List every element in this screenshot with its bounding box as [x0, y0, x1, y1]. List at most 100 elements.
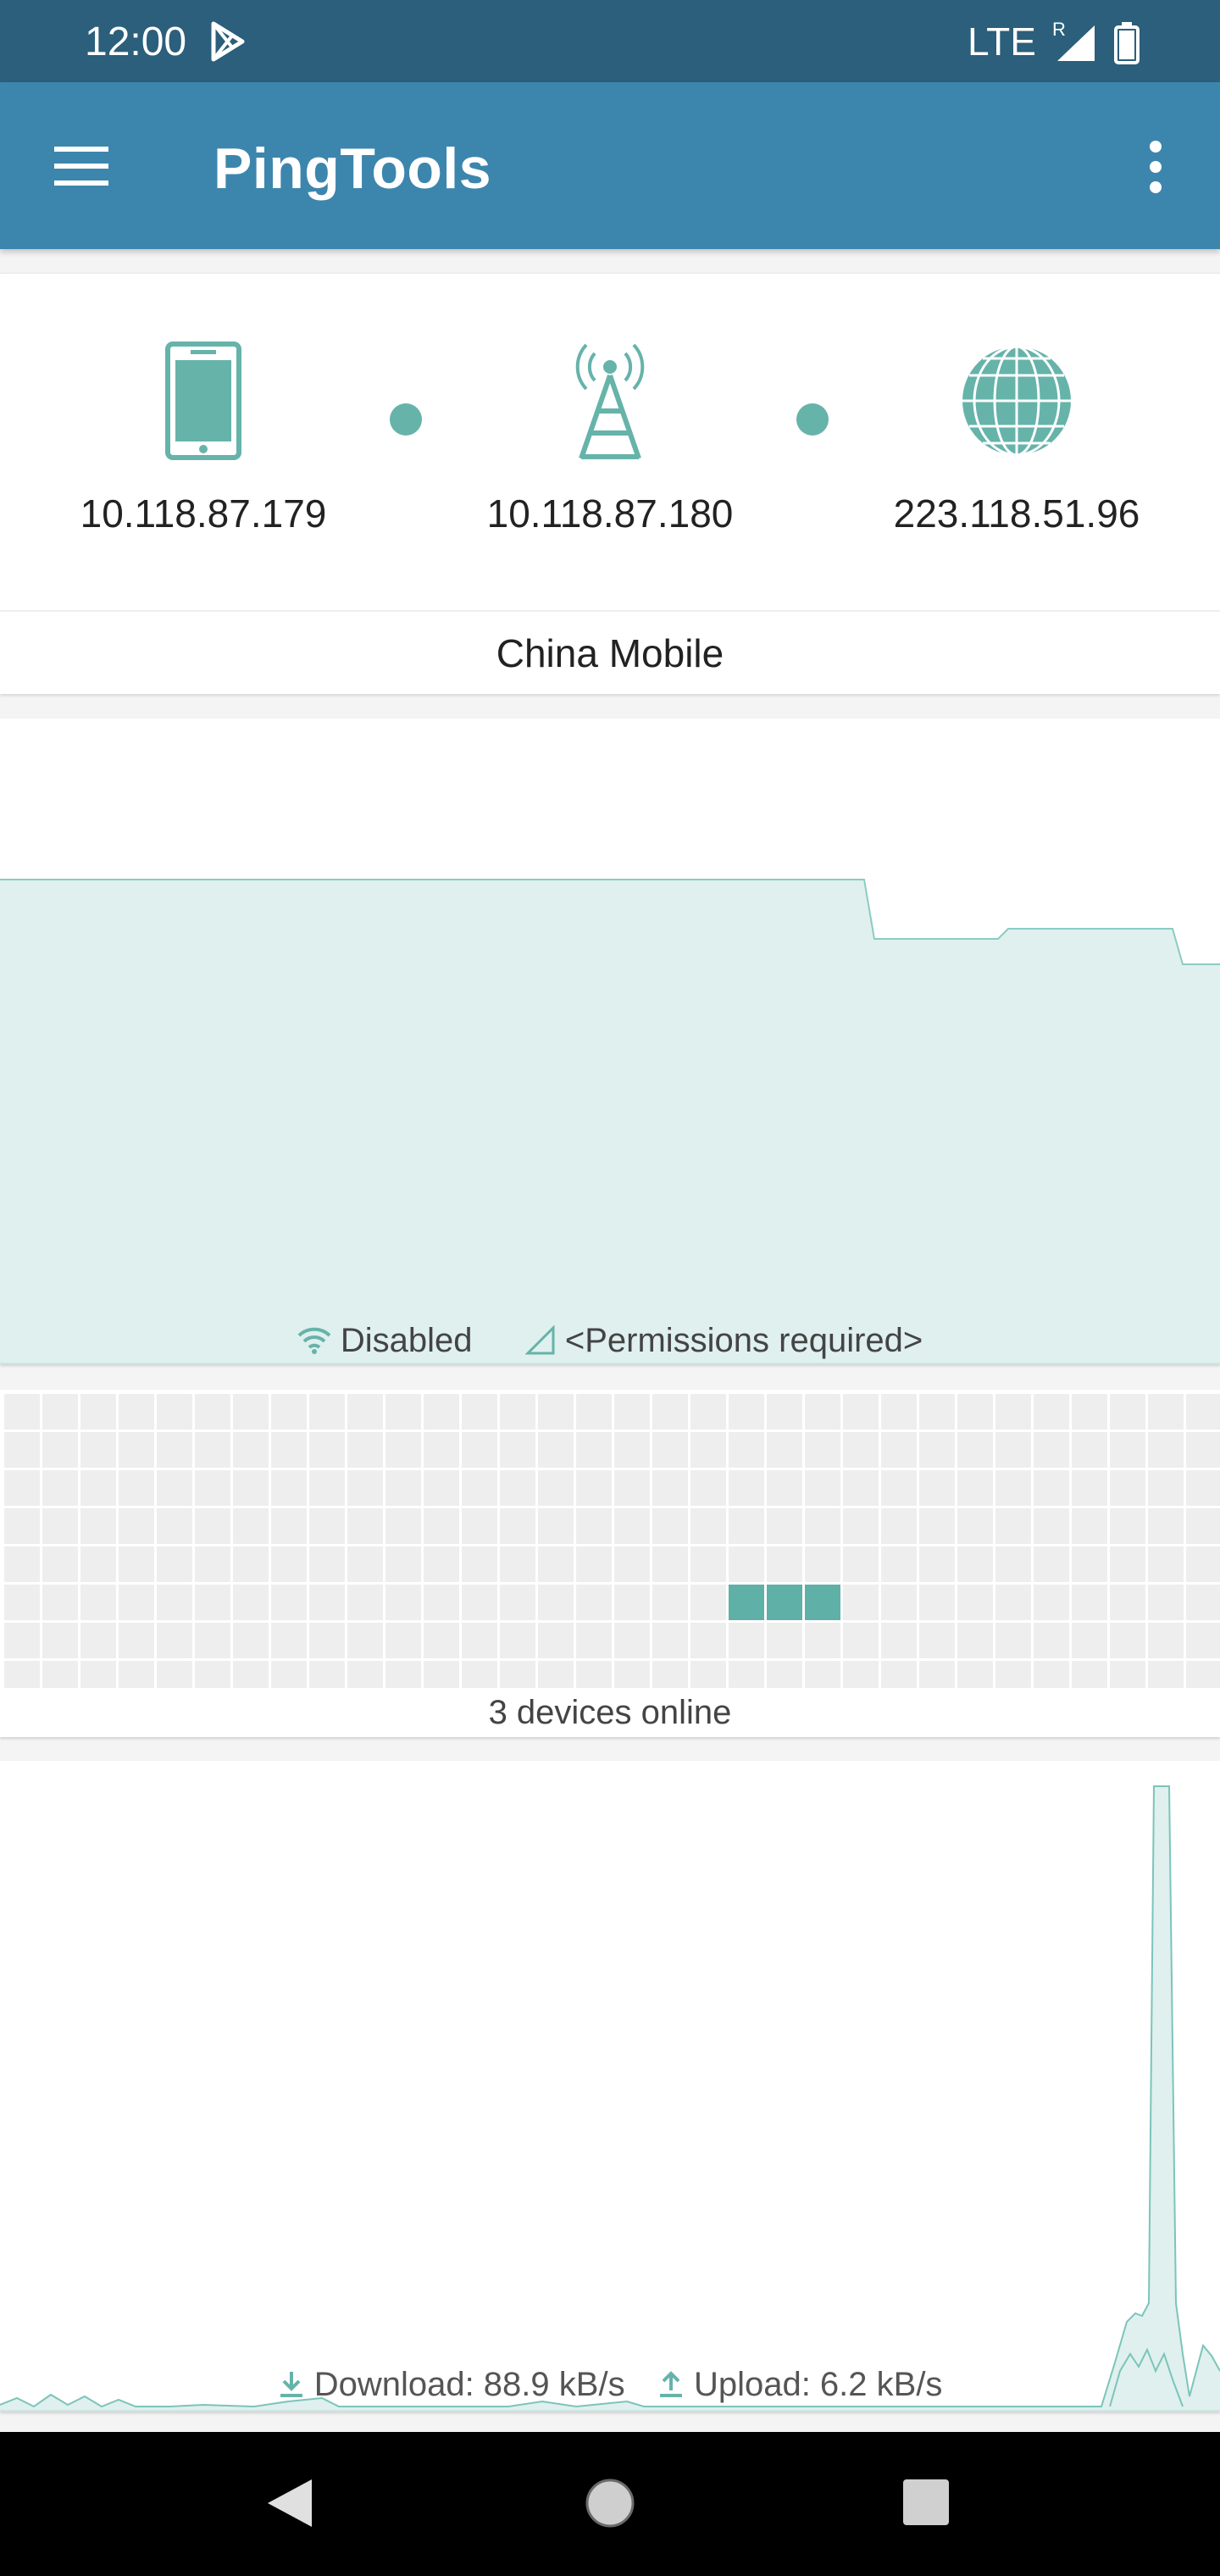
device-cell	[729, 1508, 764, 1544]
device-cell	[271, 1394, 307, 1430]
device-cell	[1034, 1508, 1069, 1544]
device-cell	[80, 1546, 116, 1582]
device-cell	[462, 1585, 497, 1620]
device-cell	[195, 1585, 230, 1620]
device-cell	[995, 1508, 1031, 1544]
device-cell	[347, 1661, 383, 1688]
device-cell	[347, 1508, 383, 1544]
gateway-ip: 10.118.87.180	[486, 491, 734, 536]
play-store-icon	[211, 21, 245, 62]
device-cell	[1034, 1470, 1069, 1506]
phone-icon	[165, 341, 241, 460]
device-cell	[157, 1508, 192, 1544]
device-cell	[462, 1546, 497, 1582]
device-cell	[462, 1508, 497, 1544]
device-cell	[42, 1432, 78, 1468]
device-cell	[805, 1394, 840, 1430]
device-cell	[195, 1623, 230, 1658]
device-cell	[576, 1394, 612, 1430]
device-cell	[42, 1508, 78, 1544]
device-cell	[538, 1585, 574, 1620]
device-cell	[500, 1470, 535, 1506]
device-cell	[1072, 1508, 1107, 1544]
device-cell	[385, 1661, 421, 1688]
device-cell	[805, 1470, 840, 1506]
device-cell	[80, 1661, 116, 1688]
device-cell	[119, 1394, 154, 1430]
traffic-status-row: Download: 88.9 kB/s Upload: 6.2 kB/s	[0, 2364, 1220, 2404]
device-cell	[1148, 1661, 1184, 1688]
device-cell	[42, 1394, 78, 1430]
device-cell	[690, 1585, 726, 1620]
device-cell	[690, 1661, 726, 1688]
link-dot	[390, 403, 422, 436]
device-cell	[233, 1585, 269, 1620]
device-cell	[385, 1585, 421, 1620]
device-cell	[233, 1394, 269, 1430]
device-cell	[957, 1546, 993, 1582]
device-cell	[1110, 1432, 1145, 1468]
device-cell	[157, 1585, 192, 1620]
network-card[interactable]: 10.118.87.179 10.118.87.180	[0, 273, 1220, 694]
device-cell	[767, 1394, 802, 1430]
signal-icon	[1057, 25, 1095, 61]
device-cell	[995, 1623, 1031, 1658]
traffic-chart-card[interactable]: Download: 88.9 kB/s Upload: 6.2 kB/s	[0, 1761, 1220, 2412]
devices-card[interactable]: 3 devices online	[0, 1390, 1220, 1737]
device-cell	[309, 1585, 345, 1620]
upload-rate: Upload: 6.2 kB/s	[693, 2365, 943, 2403]
wifi-status-text: Disabled	[340, 1321, 473, 1359]
device-cell	[843, 1585, 879, 1620]
navigation-bar	[0, 2432, 1220, 2576]
device-cell	[157, 1470, 192, 1506]
device-cell	[767, 1470, 802, 1506]
device-cell	[652, 1470, 688, 1506]
devices-online-label: 3 devices online	[488, 1694, 732, 1731]
signal-status-row: Disabled <Permissions required>	[0, 1320, 1220, 1360]
device-cell	[119, 1432, 154, 1468]
cell-status-text: <Permissions required>	[564, 1321, 923, 1359]
device-cell	[424, 1661, 459, 1688]
device-cell	[462, 1661, 497, 1688]
device-cell	[538, 1470, 574, 1506]
gateway-node[interactable]: 10.118.87.180	[441, 341, 779, 536]
home-icon[interactable]	[585, 2478, 635, 2529]
device-node[interactable]: 10.118.87.179	[34, 341, 373, 536]
signal-chart-card[interactable]: Disabled <Permissions required>	[0, 719, 1220, 1364]
device-cell	[1034, 1432, 1069, 1468]
device-cell	[80, 1470, 116, 1506]
device-cell	[500, 1432, 535, 1468]
device-cell	[271, 1470, 307, 1506]
public-node[interactable]: 223.118.51.96	[847, 341, 1186, 536]
menu-icon[interactable]	[53, 142, 112, 191]
device-cell	[1186, 1661, 1220, 1688]
device-cell	[4, 1661, 40, 1688]
device-cell	[271, 1546, 307, 1582]
device-cell	[805, 1661, 840, 1688]
device-cell	[614, 1508, 650, 1544]
device-cell	[805, 1623, 840, 1658]
device-cell	[538, 1546, 574, 1582]
device-cell	[614, 1394, 650, 1430]
device-cell	[4, 1623, 40, 1658]
device-cell	[576, 1508, 612, 1544]
device-cell	[614, 1585, 650, 1620]
cell-signal-outline-icon	[524, 1325, 555, 1355]
device-cell	[233, 1546, 269, 1582]
device-cell	[1186, 1394, 1220, 1430]
device-cell	[462, 1394, 497, 1430]
device-cell	[500, 1661, 535, 1688]
device-cell	[1186, 1508, 1220, 1544]
device-cell	[347, 1546, 383, 1582]
device-cell	[690, 1432, 726, 1468]
device-cell	[576, 1585, 612, 1620]
device-cell	[843, 1394, 879, 1430]
device-cell	[4, 1546, 40, 1582]
status-bar: 12:00 LTE R	[0, 0, 1220, 82]
device-cell	[614, 1661, 650, 1688]
back-icon[interactable]	[263, 2476, 315, 2530]
more-vert-icon[interactable]	[1145, 138, 1166, 196]
device-cell	[652, 1661, 688, 1688]
device-cell	[614, 1470, 650, 1506]
recents-icon[interactable]	[903, 2479, 949, 2525]
